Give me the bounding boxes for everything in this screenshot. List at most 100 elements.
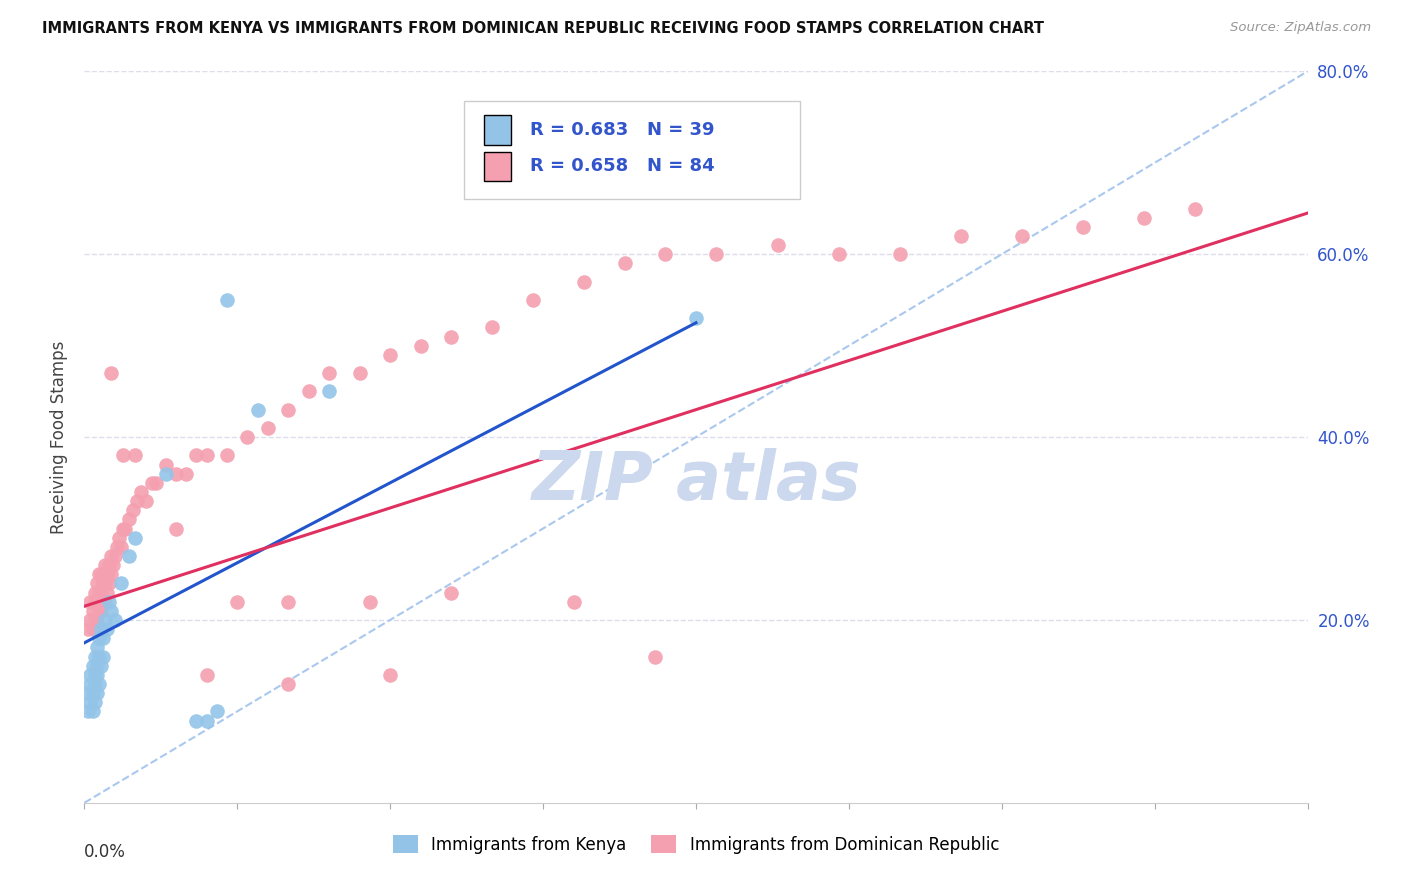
Text: R = 0.658   N = 84: R = 0.658 N = 84 (530, 158, 714, 176)
Y-axis label: Receiving Food Stamps: Receiving Food Stamps (49, 341, 67, 533)
Point (217, 448, 239, 462)
Point (77, 622, 100, 636)
Point (82, 658, 104, 673)
Point (82, 686, 104, 700)
Point (90, 567, 112, 582)
Point (82, 604, 104, 618)
Point (83, 613, 105, 627)
Point (90, 658, 112, 673)
Point (118, 549, 141, 563)
Point (950, 229, 973, 244)
Point (318, 384, 340, 399)
FancyBboxPatch shape (484, 152, 512, 181)
Point (86, 613, 108, 627)
Point (86, 658, 108, 673)
Point (90, 604, 112, 618)
Point (87, 632, 110, 646)
Point (100, 567, 122, 582)
Point (90, 585, 112, 599)
Point (83, 594, 105, 608)
Point (186, 448, 208, 462)
Text: Source: ZipAtlas.com: Source: ZipAtlas.com (1230, 21, 1371, 34)
Point (522, 293, 544, 307)
Point (165, 521, 187, 535)
Point (277, 594, 299, 608)
Point (112, 448, 135, 462)
Point (889, 247, 911, 261)
Point (114, 521, 136, 535)
Point (77, 705, 100, 719)
Point (86, 686, 108, 700)
Point (195, 448, 218, 462)
Point (90, 622, 112, 636)
Point (83, 585, 105, 599)
Point (127, 494, 149, 508)
Text: IMMIGRANTS FROM KENYA VS IMMIGRANTS FROM DOMINICAN REPUBLIC RECEIVING FOOD STAMP: IMMIGRANTS FROM KENYA VS IMMIGRANTS FROM… (42, 21, 1045, 36)
Point (82, 705, 104, 719)
Point (246, 402, 269, 417)
Point (195, 714, 218, 728)
Point (86, 594, 108, 608)
Point (440, 585, 463, 599)
Point (298, 384, 321, 399)
Point (100, 549, 122, 563)
Point (83, 667, 105, 681)
Text: ZIP atlas: ZIP atlas (531, 448, 860, 514)
Point (108, 531, 131, 545)
Point (77, 686, 100, 700)
Point (440, 329, 463, 343)
Point (91, 649, 114, 664)
Point (97, 558, 120, 573)
Point (766, 238, 789, 252)
Point (685, 311, 707, 326)
Point (277, 402, 299, 417)
Point (118, 512, 141, 526)
Point (104, 549, 127, 563)
Point (87, 677, 110, 691)
Point (1184, 202, 1206, 216)
Point (97, 576, 120, 591)
Point (87, 604, 110, 618)
Point (86, 576, 108, 591)
Point (828, 247, 851, 261)
Point (79, 667, 101, 681)
Point (572, 275, 595, 289)
Point (217, 293, 239, 307)
Point (79, 613, 101, 627)
Point (135, 494, 157, 508)
FancyBboxPatch shape (464, 101, 800, 200)
Point (124, 448, 146, 462)
Point (86, 667, 108, 681)
Point (380, 667, 402, 681)
Point (409, 338, 432, 352)
Point (174, 467, 197, 481)
Point (1011, 229, 1033, 244)
Point (165, 467, 187, 481)
Point (79, 594, 101, 608)
Point (226, 594, 249, 608)
Text: R = 0.683   N = 39: R = 0.683 N = 39 (530, 121, 714, 139)
Point (93, 576, 115, 591)
Point (104, 613, 127, 627)
Point (195, 667, 218, 681)
Point (96, 585, 118, 599)
Text: 0.0%: 0.0% (84, 843, 127, 861)
Point (155, 458, 177, 472)
Point (186, 714, 208, 728)
Point (236, 430, 259, 444)
Point (122, 503, 145, 517)
Point (1133, 211, 1156, 225)
Point (141, 475, 163, 490)
Point (706, 247, 728, 261)
Point (86, 640, 108, 655)
Point (91, 576, 114, 591)
Point (205, 705, 228, 719)
Legend: Immigrants from Kenya, Immigrants from Dominican Republic: Immigrants from Kenya, Immigrants from D… (387, 829, 1005, 860)
Point (131, 485, 153, 500)
Point (110, 576, 132, 591)
Point (91, 594, 114, 608)
Point (87, 585, 110, 599)
Point (277, 677, 299, 691)
Point (100, 366, 122, 380)
Point (83, 677, 105, 691)
